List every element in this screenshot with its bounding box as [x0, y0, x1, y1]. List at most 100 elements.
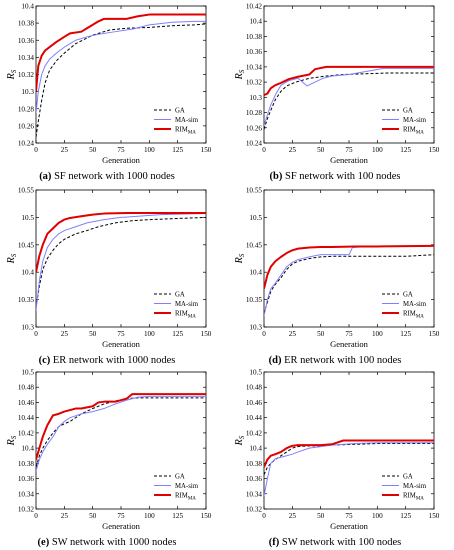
panel-caption-text: ER network with 1000 nodes [50, 355, 175, 366]
x-tick-label: 100 [144, 512, 155, 520]
x-axis-label: Generation [102, 155, 141, 165]
y-tick-label: 10.34 [18, 54, 35, 62]
legend: GA MA-sim RIMMA [154, 292, 199, 319]
y-axis-label-sub: S [238, 253, 246, 257]
x-axis-label: Generation [330, 339, 369, 349]
x-tick-label: 0 [262, 146, 266, 154]
panel-caption-letter: (d) [269, 355, 282, 366]
y-tick-label: 10.4 [249, 269, 262, 277]
y-tick-label: 10.35 [18, 296, 35, 304]
x-tick-label: 125 [172, 330, 183, 338]
y-tick-label: 10.28 [246, 109, 263, 117]
legend-entry: GA [403, 108, 413, 115]
legend-entry: MA-sim [403, 301, 427, 308]
y-axis-label-sub: S [10, 69, 18, 73]
y-tick-label: 10.42 [246, 429, 263, 437]
panel-caption-text: SW network with 1000 nodes [49, 537, 176, 548]
legend-entry-main: RIM [403, 311, 416, 318]
y-tick-label: 10.3 [21, 88, 34, 96]
y-tick-label: 10.38 [18, 20, 35, 28]
y-tick-label: 10.34 [18, 490, 35, 498]
y-tick-label: 10.28 [18, 105, 35, 113]
series-line-ga [264, 443, 434, 475]
legend-entry-main: GA [175, 474, 185, 481]
panel-caption: (d) ER network with 100 nodes [269, 355, 402, 366]
x-tick-label: 75 [345, 512, 353, 520]
y-tick-label: 10.4 [249, 445, 262, 453]
x-tick-label: 125 [400, 512, 411, 520]
y-tick-label: 10.38 [246, 33, 263, 41]
x-tick-label: 75 [117, 512, 125, 520]
y-tick-label: 10.35 [246, 296, 263, 304]
panel-caption-letter: (a) [39, 171, 52, 182]
x-tick-label: 150 [201, 330, 212, 338]
x-tick-label: 75 [117, 146, 125, 154]
legend-entry-main: GA [403, 474, 413, 481]
y-tick-label: 10.32 [246, 79, 263, 87]
y-tick-label: 10.36 [246, 475, 263, 483]
y-axis-label-main: R [234, 439, 245, 446]
chart-panel-1: 0 25 50 75 100 125 150 10.24 10.26 10.28 10.3 10.32… [6, 3, 212, 183]
x-tick-label: 150 [201, 146, 212, 154]
legend-entry-main: RIM [403, 493, 416, 500]
y-axis-label-sub: S [10, 253, 18, 257]
x-tick-label: 75 [345, 330, 353, 338]
legend-entry: GA [175, 292, 185, 299]
y-axis-label: RS [6, 253, 18, 264]
y-tick-label: 10.34 [246, 63, 263, 71]
legend-entry: RIMMA [403, 127, 424, 136]
y-tick-label: 10.5 [249, 214, 262, 222]
y-tick-label: 10.48 [18, 384, 35, 392]
y-tick-label: 10.36 [246, 48, 263, 56]
y-axis-label: RS [6, 435, 18, 446]
series-line-rim [264, 244, 434, 289]
x-tick-label: 0 [34, 330, 38, 338]
panel-caption: (c) ER network with 1000 nodes [39, 355, 176, 366]
x-tick-label: 50 [317, 512, 325, 520]
x-tick-label: 150 [429, 146, 440, 154]
y-tick-label: 10.45 [18, 241, 35, 249]
y-tick-label: 10.26 [246, 124, 263, 132]
x-tick-label: 100 [372, 330, 383, 338]
y-tick-label: 10.4 [249, 18, 262, 26]
x-tick-label: 125 [400, 330, 411, 338]
y-axis-label-main: R [234, 257, 245, 264]
x-tick-label: 0 [262, 330, 266, 338]
y-axis-label-main: R [234, 73, 245, 80]
y-tick-label: 10.44 [246, 414, 263, 422]
series-line-rim [36, 212, 206, 273]
series-line-ma-sim [264, 67, 434, 126]
x-axis-label: Generation [330, 155, 369, 165]
x-tick-label: 100 [144, 330, 155, 338]
series-line-rim [36, 393, 206, 460]
panel-caption-letter: (b) [270, 171, 283, 182]
series-line-ma-sim [36, 395, 206, 472]
chart-panel-5: 0 25 50 75 100 125 150 10.32 10.34 10.36 10.38 10.4… [6, 369, 212, 549]
x-tick-label: 25 [289, 146, 297, 154]
y-tick-label: 10.5 [249, 369, 262, 377]
x-tick-label: 100 [372, 146, 383, 154]
x-tick-label: 0 [34, 512, 38, 520]
y-tick-label: 10.36 [18, 37, 35, 45]
y-tick-label: 10.45 [246, 241, 263, 249]
legend-entry-sub: MA [188, 496, 196, 501]
x-tick-label: 125 [400, 146, 411, 154]
legend-entry: MA-sim [403, 117, 427, 124]
y-axis-label-main: R [6, 73, 17, 80]
x-tick-label: 25 [61, 512, 69, 520]
chart-panel-6: 0 25 50 75 100 125 150 10.32 10.34 10.36 10.38 10.4… [234, 369, 440, 549]
legend-entry: MA-sim [403, 483, 427, 490]
legend-entry: RIMMA [175, 493, 196, 502]
y-tick-label: 10.24 [246, 140, 263, 148]
legend-entry: GA [175, 474, 185, 481]
y-tick-label: 10.48 [246, 384, 263, 392]
x-tick-label: 0 [262, 512, 266, 520]
series-line-ga [264, 72, 434, 130]
legend-entry: MA-sim [175, 483, 199, 490]
y-tick-label: 10.32 [18, 506, 35, 514]
x-tick-label: 0 [34, 146, 38, 154]
x-tick-label: 50 [317, 330, 325, 338]
panel-caption: (f) SW network with 100 nodes [269, 537, 402, 548]
panel-caption-text: ER network with 100 nodes [281, 355, 401, 366]
panel-caption-letter: (c) [39, 355, 51, 366]
